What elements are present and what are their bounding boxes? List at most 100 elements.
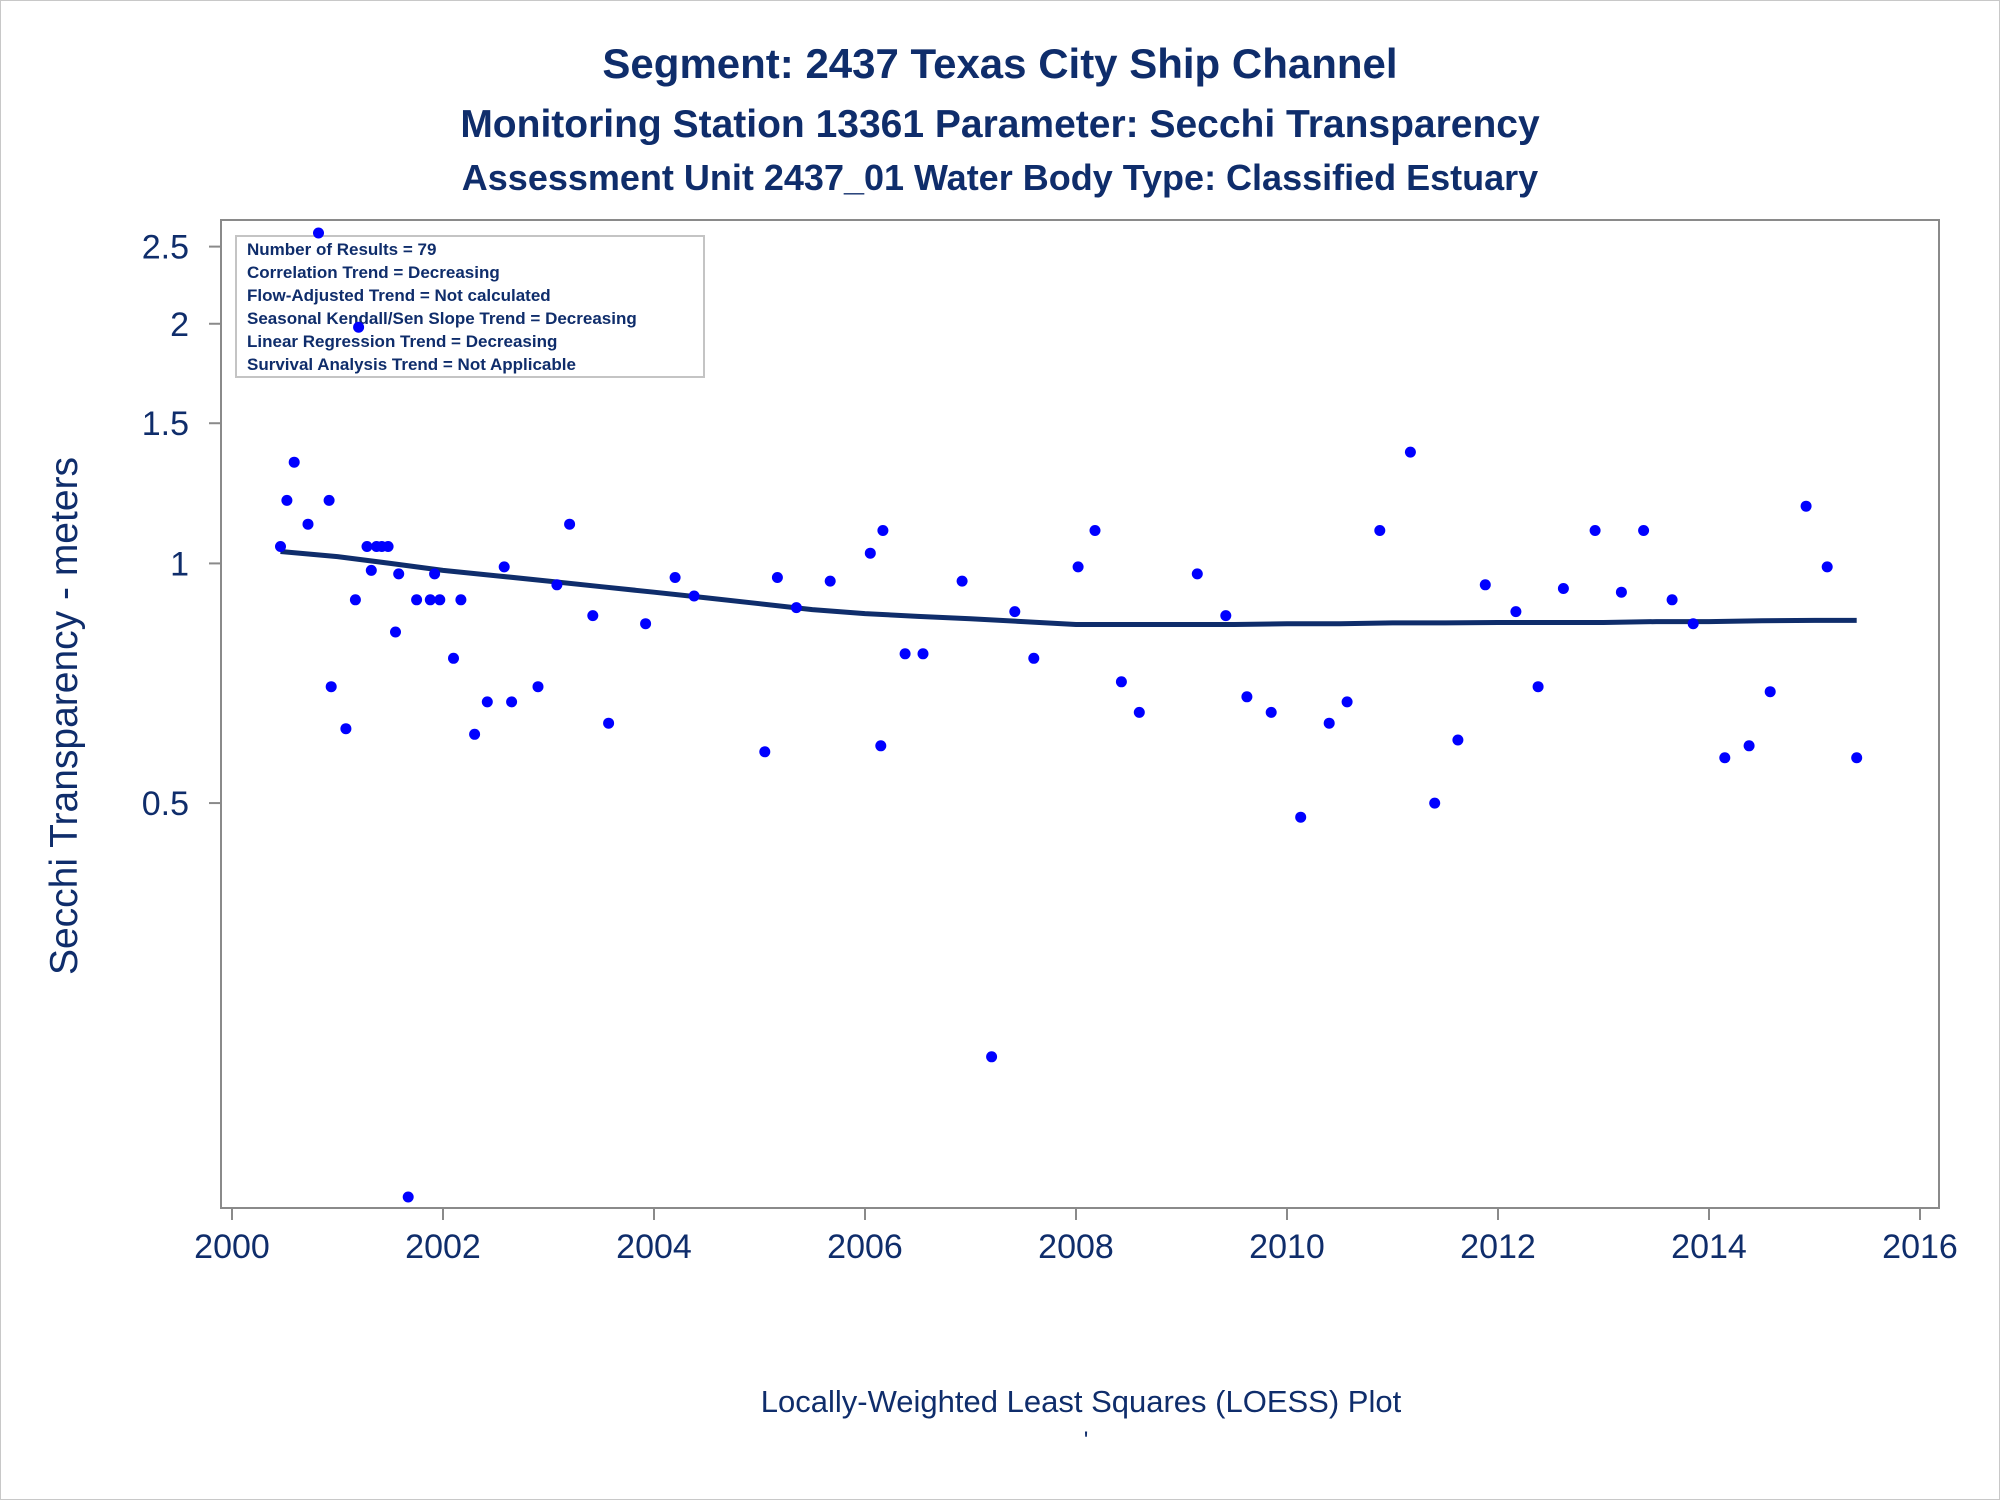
data-point (1374, 525, 1386, 536)
data-point (1615, 586, 1627, 598)
stats-line: Linear Regression Trend = Decreasing (247, 332, 557, 351)
stats-line: Correlation Trend = Decreasing (247, 263, 500, 282)
chart-subtitle: Monitoring Station 13361 Parameter: Secc… (460, 103, 1540, 146)
data-point (1719, 752, 1731, 764)
x-tick-label: 2004 (616, 1228, 692, 1266)
data-point (1532, 681, 1544, 693)
data-point (349, 594, 361, 606)
data-point (587, 610, 599, 622)
data-point (506, 696, 518, 708)
stats-line: Flow-Adjusted Trend = Not calculated (247, 286, 551, 305)
stats-box: Number of Results = 79 Correlation Trend… (235, 235, 705, 378)
data-point (390, 626, 401, 638)
footnote: Locally-Weighted Least Squares (LOESS) P… (761, 1384, 1402, 1419)
data-point (434, 594, 446, 606)
data-point (313, 227, 324, 239)
data-point (1452, 734, 1464, 746)
data-point (1666, 594, 1678, 606)
data-point (1589, 525, 1601, 536)
data-point (469, 728, 481, 740)
stats-box-border (235, 235, 705, 378)
data-point (1687, 618, 1699, 630)
data-point (771, 572, 783, 583)
data-point (281, 494, 293, 506)
data-point (411, 594, 423, 606)
footnote-mark: ' (1084, 1427, 1089, 1454)
x-tick-label: 2002 (405, 1228, 481, 1266)
data-point (1133, 706, 1145, 718)
data-point (393, 568, 405, 580)
data-point (1851, 752, 1863, 764)
data-point (986, 1051, 998, 1063)
data-point (1115, 676, 1127, 688)
x-tick-label: 2016 (1882, 1228, 1958, 1266)
data-point (864, 547, 876, 559)
data-point (1429, 797, 1441, 809)
y-tick-label: 1 (170, 545, 189, 583)
y-tick-label: 0.5 (142, 785, 189, 823)
data-point (1510, 606, 1522, 618)
chart-title: Segment: 2437 Texas City Ship Channel (602, 40, 1397, 87)
data-point (688, 590, 700, 602)
data-point (790, 602, 802, 614)
data-point (424, 594, 436, 606)
data-point (875, 740, 887, 752)
stats-line: Number of Results = 79 (247, 240, 436, 259)
data-point (1821, 561, 1833, 573)
data-point (323, 494, 335, 506)
data-point (1191, 568, 1203, 580)
data-point (1404, 446, 1416, 458)
data-point (1241, 691, 1253, 703)
y-axis-label: Secchi Transparency - meters (43, 457, 86, 975)
data-point (1028, 652, 1040, 664)
data-point (1089, 525, 1101, 536)
data-point (498, 561, 510, 573)
data-point (564, 518, 576, 530)
data-point (1220, 610, 1232, 622)
data-point (1743, 740, 1755, 752)
x-tick-label: 2014 (1671, 1228, 1747, 1266)
data-point (302, 518, 314, 530)
data-point (288, 456, 300, 468)
data-point (640, 618, 652, 630)
y-tick-label: 1.5 (142, 405, 189, 443)
data-point (532, 681, 544, 693)
data-point (1072, 561, 1084, 573)
data-point (448, 652, 459, 664)
data-point (1764, 686, 1776, 698)
y-tick-label: 2.5 (142, 229, 189, 267)
data-points (275, 227, 1863, 1203)
data-point (340, 723, 352, 735)
data-point (899, 648, 911, 660)
y-tick-label: 2 (170, 306, 189, 344)
loess-trend (280, 549, 1857, 627)
data-point (1265, 706, 1277, 718)
data-point (956, 575, 968, 587)
data-point (669, 572, 681, 583)
data-point (917, 648, 929, 660)
data-point (1295, 811, 1307, 823)
loess-trend-line (280, 549, 1857, 627)
stats-line: Seasonal Kendall/Sen Slope Trend = Decre… (247, 309, 637, 328)
data-point (402, 1191, 414, 1203)
data-point (382, 541, 394, 552)
data-point (365, 564, 377, 576)
data-point (1638, 525, 1650, 536)
data-point (1557, 583, 1569, 594)
data-point (361, 541, 373, 552)
data-point (429, 568, 441, 580)
x-tick-label: 2012 (1460, 1228, 1536, 1266)
data-point (877, 525, 889, 536)
data-point (1479, 579, 1491, 591)
x-tick-label: 2010 (1249, 1228, 1325, 1266)
y-axis: 0.5 1 1.5 2 2.5 (142, 229, 221, 823)
data-point (455, 594, 467, 606)
data-point (275, 541, 286, 552)
x-axis: 2000 2002 2004 2006 2008 2010 2012 2014 2016 (194, 1208, 1958, 1266)
x-tick-label: 2000 (194, 1228, 270, 1266)
data-point (1009, 606, 1021, 618)
data-point (353, 321, 365, 333)
data-point (325, 681, 337, 693)
data-point (603, 717, 615, 729)
